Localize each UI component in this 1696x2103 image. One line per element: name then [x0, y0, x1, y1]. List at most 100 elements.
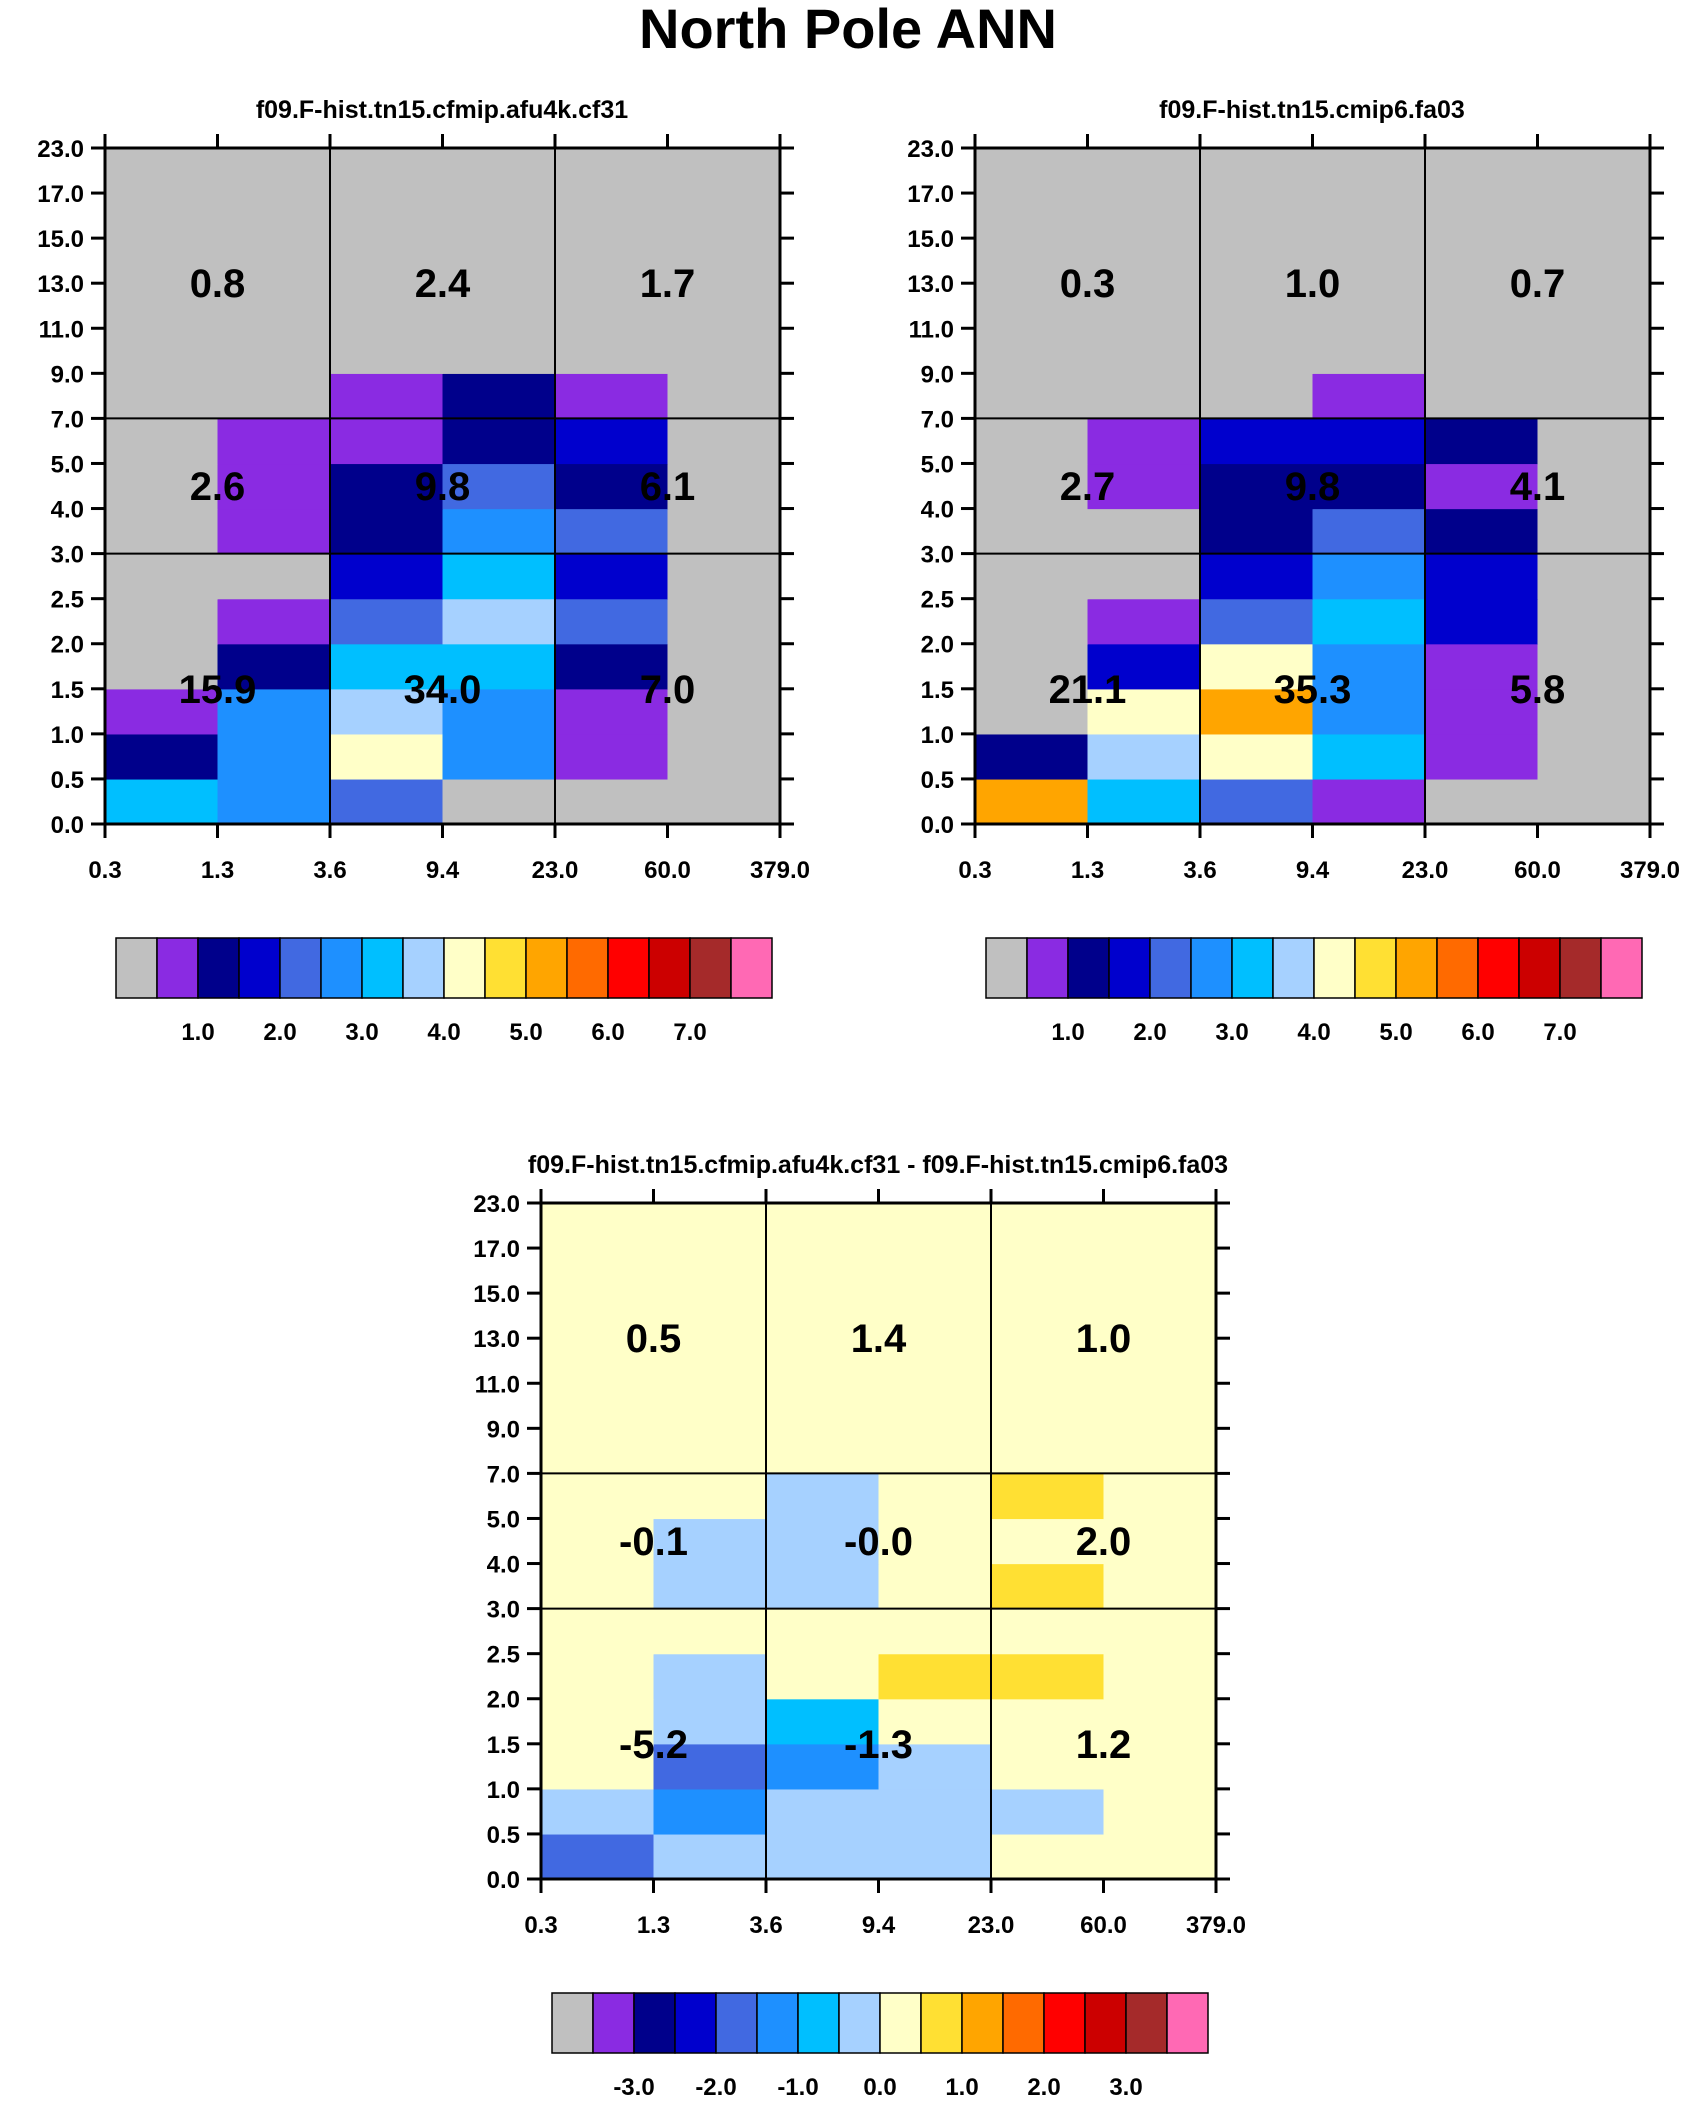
heatmap-cell — [1103, 1563, 1217, 1610]
heatmap-cell — [541, 1428, 655, 1474]
colorbar-swatch — [1477, 937, 1520, 999]
heatmap-cell — [1087, 148, 1201, 194]
heatmap-cell — [541, 1563, 655, 1610]
colorbar-swatch — [633, 1992, 676, 2054]
colorbar-swatch — [920, 1992, 963, 2054]
heatmap-cell — [991, 1563, 1105, 1610]
y-tick-label: 0.5 — [51, 767, 84, 794]
heatmap-cell — [442, 463, 556, 510]
colorbar-swatch — [238, 937, 281, 999]
heatmap-cell — [653, 1608, 767, 1655]
panel-2: f09.F-hist.tn15.cmip6.fa03 0.0 0.5 1.0 1.5 2.… — [907, 96, 1680, 1046]
colorbar-swatch — [985, 937, 1028, 999]
x-tick-label: 9.4 — [862, 1912, 896, 1939]
heatmap-cell — [442, 148, 556, 194]
heatmap-cell — [1087, 553, 1201, 600]
heatmap-cell — [217, 328, 331, 374]
heatmap-cell — [105, 463, 219, 510]
heatmap-cell — [555, 463, 669, 510]
colorbar-swatch — [1354, 937, 1397, 999]
y-tick-label: 11.0 — [909, 316, 954, 343]
heatmap-cell — [1103, 1743, 1217, 1790]
heatmap-cell — [1103, 1383, 1217, 1429]
heatmap-cell — [1200, 148, 1314, 194]
heatmap-cell — [105, 373, 219, 419]
colorbar-swatch — [1313, 937, 1356, 999]
heatmap-cell — [1537, 238, 1651, 284]
heatmap-cell — [1200, 553, 1314, 600]
colorbar-label: 5.0 — [1379, 1019, 1412, 1046]
y-tick-label: 1.5 — [487, 1732, 520, 1759]
heatmap-cell — [667, 508, 781, 555]
heatmap-cell — [1425, 148, 1539, 194]
panel-title: f09.F-hist.tn15.cfmip.afu4k.cf31 — [256, 96, 628, 124]
heatmap-cell — [541, 1833, 655, 1880]
heatmap-cell — [217, 463, 331, 510]
heatmap-cell — [442, 598, 556, 645]
colorbar: -3.0 -2.0 -1.0 0.0 1.0 2.0 3.0 — [551, 1992, 1209, 2101]
heatmap-cell — [1103, 1248, 1217, 1294]
x-tick-label: 3.6 — [313, 857, 346, 884]
colorbar-label: 1.0 — [1051, 1019, 1084, 1046]
y-tick-label: 17.0 — [37, 181, 84, 208]
heatmap-cell — [667, 283, 781, 329]
heatmap-cell — [555, 643, 669, 690]
colorbar-swatch — [730, 937, 773, 999]
colorbar-swatch — [797, 1992, 840, 2054]
heatmap-cell — [766, 1293, 880, 1339]
heatmap-cell — [105, 418, 219, 465]
heatmap-cell — [105, 598, 219, 645]
heatmap-cell — [653, 1383, 767, 1429]
heatmap-cell — [975, 463, 1089, 510]
colorbar-swatch — [1231, 937, 1274, 999]
colorbar-swatch — [115, 937, 158, 999]
heatmap-cell — [975, 643, 1089, 690]
heatmap-cell — [1087, 643, 1201, 690]
y-tick-label: 15.0 — [37, 226, 84, 253]
colorbar-label: 2.0 — [1027, 2074, 1060, 2101]
heatmap-cell — [330, 688, 444, 735]
heatmap-cell — [217, 688, 331, 735]
y-tick-label: 1.5 — [51, 677, 84, 704]
region-value-high: 1.4 — [851, 1317, 907, 1361]
region-value-low: 5.8 — [1510, 668, 1566, 712]
x-tick-label: 9.4 — [1296, 857, 1330, 884]
region-value-low: 1.2 — [1076, 1723, 1132, 1767]
y-tick-label: 2.0 — [51, 632, 84, 659]
y-tick-label: 11.0 — [475, 1371, 520, 1398]
y-tick-label: 4.0 — [921, 497, 954, 524]
heatmap-cell — [766, 1203, 880, 1249]
heatmap-cell — [1537, 328, 1651, 374]
heatmap-cell — [975, 193, 1089, 239]
heatmap-cell — [878, 1563, 992, 1610]
heatmap-cell — [1103, 1608, 1217, 1655]
colorbar-swatch — [1518, 937, 1561, 999]
x-tick-label: 0.3 — [524, 1912, 557, 1939]
heatmap-cell — [1087, 463, 1201, 510]
heatmap-cell — [1103, 1833, 1217, 1880]
colorbar-label: 5.0 — [509, 1019, 542, 1046]
heatmap-cell — [766, 1653, 880, 1700]
heatmap-cell — [555, 328, 669, 374]
heatmap-cell — [442, 238, 556, 284]
region-value-low: 7.0 — [640, 668, 696, 712]
heatmap-cell — [330, 373, 444, 419]
heatmap-cell — [217, 598, 331, 645]
heatmap-cell — [1425, 553, 1539, 600]
heatmap-cell — [1425, 598, 1539, 645]
heatmap-cell — [878, 1248, 992, 1294]
y-tick-label: 0.0 — [51, 812, 84, 839]
heatmap-cell — [217, 193, 331, 239]
heatmap-cell — [1087, 778, 1201, 825]
y-tick-label: 23.0 — [473, 1191, 520, 1218]
region-value-high: 2.4 — [415, 262, 471, 306]
y-tick-label: 2.0 — [921, 632, 954, 659]
region-value-mid: 4.1 — [1510, 465, 1566, 509]
heatmap-cell — [1312, 463, 1426, 510]
x-tick-label: 1.3 — [1071, 857, 1104, 884]
heatmap-cell — [1425, 508, 1539, 555]
colorbar-label: 6.0 — [591, 1019, 624, 1046]
heatmap-cell — [1312, 328, 1426, 374]
colorbar-swatch — [838, 1992, 881, 2054]
heatmap-cell — [105, 688, 219, 735]
